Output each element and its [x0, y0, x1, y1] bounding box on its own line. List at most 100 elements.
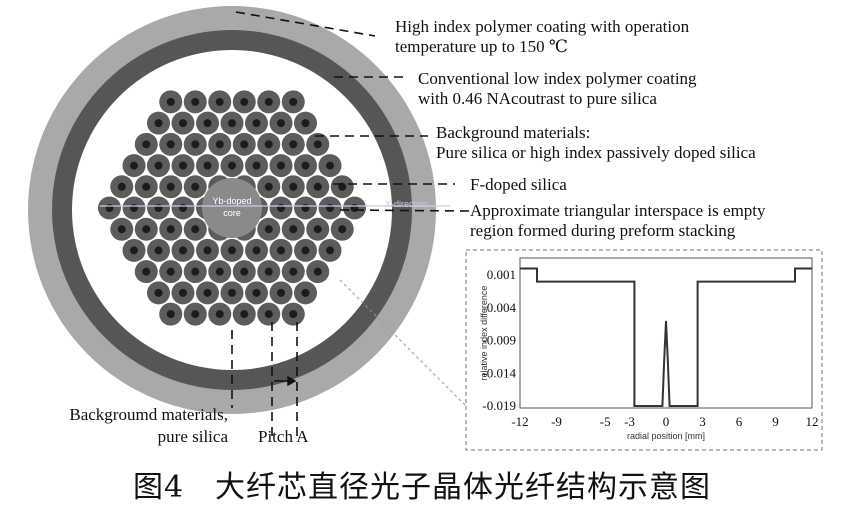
leader-lines	[231, 11, 471, 436]
core-label-line2: core	[223, 208, 241, 218]
annotation-high-index-coating-1: High index polymer coating with operatio…	[395, 17, 690, 36]
lattice-rod-center	[277, 204, 285, 212]
lattice-rod-center	[166, 267, 175, 276]
lattice-rod-center	[166, 182, 175, 191]
lattice-rod-center	[142, 182, 151, 191]
pitch-arrow	[274, 375, 297, 387]
lattice-rod-center	[252, 288, 261, 297]
lattice-rod-center	[228, 288, 236, 297]
lattice-rod-center	[289, 140, 298, 149]
lattice-rod-center	[264, 225, 273, 234]
lattice-rod-center	[215, 97, 224, 106]
index-profile-line	[520, 267, 812, 407]
lattice-rod-center	[289, 182, 298, 191]
plot-area	[519, 257, 813, 409]
lattice-rod-center	[228, 246, 236, 255]
lattice-rod-center	[301, 119, 310, 128]
annotation-pitch: Pitch A	[258, 427, 309, 446]
lattice-rod-center	[313, 267, 322, 276]
lattice-rod-center	[166, 225, 175, 234]
lattice-rod-center	[277, 119, 285, 128]
lattice-rod-center	[326, 246, 334, 255]
y-axis-label: relative index difference	[479, 286, 489, 381]
lattice-rod-center	[240, 267, 249, 276]
core-label-line1: Yb-doped	[212, 196, 251, 206]
lattice-rod-center	[215, 310, 224, 319]
figure-caption: 图4 大纤芯直径光子晶体光纤结构示意图	[132, 470, 712, 505]
lattice-rod-center	[142, 140, 151, 149]
lattice-rod-center	[191, 182, 200, 191]
lattice-rod-center	[289, 267, 298, 276]
lattice-rod-center	[179, 161, 187, 170]
lattice-rod-center	[264, 140, 273, 149]
lattice-rod-center	[277, 246, 285, 255]
lattice-rod-center	[191, 225, 200, 234]
lattice-rod-center	[301, 288, 310, 297]
lattice-rod-center	[240, 310, 249, 319]
index-profile-chart: 0.001 -0.004 -0.009 -0.014 -0.019 -12 -9 -5 -3 0…	[465, 249, 823, 451]
lattice-rod-center	[154, 119, 163, 128]
lattice-rod-center	[301, 246, 310, 255]
annotation-low-index-coating-2: with 0.46 NAcoutrast to pure silica	[418, 89, 657, 108]
lattice-rod-center	[215, 267, 224, 276]
annotation-interspace-2: region formed during preform stacking	[470, 221, 736, 240]
lattice-rod-center	[117, 182, 126, 191]
chart-frame	[465, 249, 823, 451]
y-tick-label: -0.004	[482, 300, 516, 315]
x-tick-label: -3	[624, 414, 635, 429]
lattice-rod-center	[203, 288, 212, 297]
lattice-rod-center	[203, 246, 212, 255]
lattice-rod-center	[154, 246, 163, 255]
lattice-rod-center	[191, 310, 200, 319]
lattice-rod-center	[154, 288, 163, 297]
lattice-rod-center	[252, 119, 261, 128]
lattice-rod-center	[191, 97, 200, 106]
lattice-rod-center	[277, 288, 285, 297]
y-tick-label: -0.014	[482, 365, 516, 380]
lattice-rod-center	[191, 267, 200, 276]
annotation-background-2: Pure silica or high index passively dope…	[436, 143, 756, 162]
lattice-rod-center	[117, 225, 126, 234]
lattice-rod-center	[179, 246, 187, 255]
lattice-rod-center	[240, 140, 249, 149]
x-tick-label: -12	[511, 414, 528, 429]
lattice-rod-center	[203, 119, 212, 128]
lattice-rod-center	[154, 161, 163, 170]
x-axis-label: radial position [mm]	[627, 431, 705, 441]
lattice-rod-center	[240, 97, 249, 106]
lattice-rod-center	[252, 161, 261, 170]
annotation-interspace-1: Approximate triangular interspace is emp…	[470, 201, 766, 220]
x-tick-label: 9	[772, 414, 779, 429]
lattice-rod-center	[264, 310, 273, 319]
x-tick-label: -9	[551, 414, 562, 429]
lattice-rod-center	[326, 204, 334, 212]
lattice-rod-center	[289, 225, 298, 234]
lattice-rod-center	[252, 246, 261, 255]
fiber-cross-section: Yb-doped core X-direction	[28, 6, 450, 414]
lattice-rod-center	[228, 119, 236, 128]
x-tick-labels: -12 -9 -5 -3 0 3 6 9 12	[511, 414, 818, 429]
lattice-rod-center	[301, 204, 310, 212]
lattice-rod-center	[142, 225, 151, 234]
lattice-rod-center	[179, 204, 187, 212]
lattice-rod-center	[142, 267, 151, 276]
annotation-bottom-bg-1: Backgroumd materials,	[69, 405, 228, 424]
y-tick-label: 0.001	[487, 267, 516, 282]
lattice-rod-center	[130, 161, 138, 170]
lattice-rod-center	[313, 182, 322, 191]
lattice-rod-center	[326, 161, 334, 170]
annotation-f-doped: F-doped silica	[470, 175, 567, 194]
x-tick-label: -5	[600, 414, 611, 429]
lattice-rod-center	[215, 140, 224, 149]
lattice-rod-center	[130, 204, 138, 212]
annotation-high-index-coating-2: temperature up to 150 ℃	[395, 37, 568, 56]
lattice-rod-center	[166, 310, 175, 319]
lattice-rod-center	[203, 161, 212, 170]
y-tick-label: -0.019	[482, 398, 516, 413]
lattice-rod-center	[289, 97, 298, 106]
lattice-rod-center	[289, 310, 298, 319]
lattice-rod-center	[338, 225, 347, 234]
annotation-bottom-bg-2: pure silica	[158, 427, 229, 446]
yb-doped-core	[202, 178, 262, 238]
